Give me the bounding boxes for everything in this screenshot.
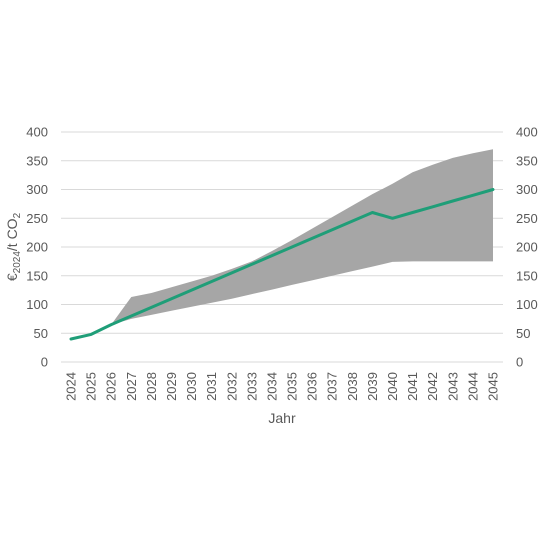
range-band-area — [71, 149, 493, 339]
x-tick-label: 2032 — [224, 372, 239, 401]
x-tick-label: 2029 — [164, 372, 179, 401]
x-tick-label: 2025 — [84, 372, 99, 401]
y-tick-label-left: 400 — [26, 125, 48, 140]
x-tick-label: 2036 — [305, 372, 320, 401]
y-tick-label-right: 300 — [516, 182, 538, 197]
x-tick-label: 2031 — [204, 372, 219, 401]
y-tick-label-left: 0 — [41, 355, 48, 370]
x-axis: 2024 2025 2026 2027 2028 2029 2030 2031 2032 2033… — [64, 372, 501, 401]
x-tick-label: 2026 — [104, 372, 119, 401]
x-tick-label: 2033 — [244, 372, 259, 401]
x-tick-label: 2030 — [184, 372, 199, 401]
x-tick-label: 2040 — [385, 372, 400, 401]
y-axis-left: 0 50 100 150 200 250 300 350 400 — [26, 125, 48, 370]
x-tick-label: 2037 — [325, 372, 340, 401]
series-line-1 — [69, 188, 495, 341]
range-band — [71, 149, 493, 339]
x-tick-label: 2045 — [486, 372, 501, 401]
x-tick-label: 2044 — [465, 372, 480, 401]
x-tick-label: 2027 — [124, 372, 139, 401]
y-axis-title: €2024/t CO2 — [4, 212, 23, 281]
y-tick-label-left: 300 — [26, 182, 48, 197]
y-tick-label-right: 150 — [516, 268, 538, 283]
x-tick-label: 2028 — [144, 372, 159, 401]
x-axis-title: Jahr — [268, 410, 296, 426]
x-tick-label: 2035 — [285, 372, 300, 401]
x-tick-label: 2043 — [445, 372, 460, 401]
y-tick-label-left: 50 — [34, 326, 48, 341]
x-tick-label: 2039 — [365, 372, 380, 401]
y-tick-label-right: 50 — [516, 326, 530, 341]
x-tick-label: 2034 — [265, 372, 280, 401]
y-tick-label-right: 0 — [516, 355, 523, 370]
y-tick-label-left: 150 — [26, 268, 48, 283]
y-tick-label-right: 400 — [516, 125, 538, 140]
y-tick-label-left: 100 — [26, 297, 48, 312]
y-tick-label-right: 350 — [516, 153, 538, 168]
y-axis-right: 0 50 100 150 200 250 300 350 400 — [516, 125, 538, 370]
y-tick-label-right: 200 — [516, 240, 538, 255]
y-tick-label-left: 250 — [26, 211, 48, 226]
series-lines — [69, 188, 495, 341]
y-tick-label-right: 100 — [516, 297, 538, 312]
y-tick-label-right: 250 — [516, 211, 538, 226]
y-tick-label-left: 200 — [26, 240, 48, 255]
x-tick-label: 2042 — [425, 372, 440, 401]
y-tick-label-left: 350 — [26, 153, 48, 168]
x-tick-label: 2024 — [64, 372, 79, 401]
x-tick-label: 2041 — [405, 372, 420, 401]
x-tick-label: 2038 — [345, 372, 360, 401]
